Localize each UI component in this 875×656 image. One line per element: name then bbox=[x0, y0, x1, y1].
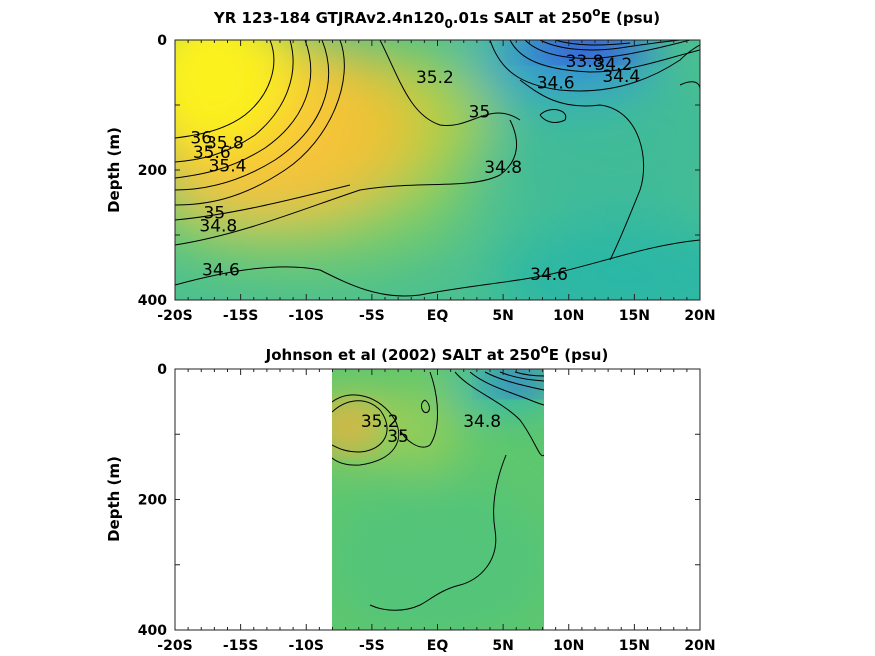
x-tick-label: -20S bbox=[157, 308, 192, 324]
x-tick-label: EQ bbox=[427, 308, 449, 324]
contour-label: 35.6 bbox=[193, 143, 231, 163]
x-tick-label: 20N bbox=[684, 638, 715, 654]
x-tick-label: 15N bbox=[619, 308, 650, 324]
contour-label: 36 bbox=[190, 129, 212, 149]
y-tick-label: 400 bbox=[138, 623, 167, 639]
contour-label: 35 bbox=[469, 103, 491, 123]
contour-label: 34.6 bbox=[530, 265, 568, 285]
contour-label: 34.8 bbox=[484, 158, 522, 178]
y-axis-label-2: Depth (m) bbox=[105, 456, 123, 542]
contour-label: 34.6 bbox=[202, 260, 240, 280]
x-tick-label: 5N bbox=[492, 308, 513, 324]
contour-label: 35 bbox=[204, 203, 226, 223]
chart-title-1: YR 123-184 GTJRAv2.4n1200.01s SALT at 25… bbox=[213, 5, 660, 31]
title-1-subscript: 0 bbox=[444, 17, 452, 31]
contour-label: 35.2 bbox=[416, 68, 454, 88]
salinity-field-2 bbox=[332, 369, 544, 630]
y-tick-labels-2: 0 200 400 bbox=[138, 362, 167, 639]
contour-label: 34.2 bbox=[594, 55, 632, 75]
contour-lines-1 bbox=[175, 40, 700, 297]
x-tick-label: -15S bbox=[223, 638, 258, 654]
x-tick-label: -10S bbox=[289, 308, 324, 324]
x-tick-labels-2: -20S -15S -10S -5S EQ 5N 10N 15N 20N bbox=[157, 638, 715, 654]
contour-lines-2 bbox=[332, 371, 544, 611]
x-tick-label: -20S bbox=[157, 638, 192, 654]
contour-label: 34.6 bbox=[537, 73, 575, 93]
chart-title-2: Johnson et al (2002) SALT at 250oE (psu) bbox=[265, 342, 609, 364]
salinity-field-1 bbox=[175, 40, 700, 300]
x-tick-label: -15S bbox=[223, 308, 258, 324]
y-tick-labels-1: 0 200 400 bbox=[138, 33, 167, 309]
x-tick-label: 10N bbox=[553, 638, 584, 654]
x-tick-label: 15N bbox=[619, 638, 650, 654]
contour-label: 33.8 bbox=[566, 52, 604, 72]
x-tick-label: 20N bbox=[684, 308, 715, 324]
title-1-part-c: E (psu) bbox=[601, 9, 661, 27]
y-tick-label: 200 bbox=[138, 163, 167, 179]
contour-labels-2: 35.235 34.8 bbox=[361, 412, 501, 447]
y-tick-label: 400 bbox=[138, 293, 167, 309]
title-2-superscript: o bbox=[541, 342, 549, 356]
y-tick-label: 0 bbox=[157, 33, 167, 49]
title-2-part-a: Johnson et al (2002) SALT at 250 bbox=[265, 346, 541, 364]
contour-label: 35.2 bbox=[361, 412, 399, 432]
y-tick-label: 200 bbox=[138, 493, 167, 509]
contour-label: 35.8 bbox=[206, 134, 244, 154]
tick-marks-2 bbox=[174, 368, 701, 631]
x-tick-label: -5S bbox=[359, 308, 385, 324]
y-axis-label-1: Depth (m) bbox=[105, 127, 123, 213]
title-1-part-a: YR 123-184 GTJRAv2.4n120 bbox=[213, 9, 445, 27]
contour-label: 35.4 bbox=[209, 156, 247, 176]
contour-label: 34.8 bbox=[199, 216, 237, 236]
x-tick-labels-1: -20S -15S -10S -5S EQ 5N 10N 15N 20N bbox=[157, 308, 715, 324]
title-2-part-b: E (psu) bbox=[549, 346, 609, 364]
tick-marks-1 bbox=[174, 39, 701, 301]
x-tick-label: -10S bbox=[289, 638, 324, 654]
x-tick-label: -5S bbox=[359, 638, 385, 654]
x-tick-label: 10N bbox=[553, 308, 584, 324]
contour-label: 34.4 bbox=[602, 67, 640, 87]
title-1-part-b: .01s SALT at 250 bbox=[453, 9, 593, 27]
contour-label: 34.8 bbox=[463, 412, 501, 432]
contour-label: 35 bbox=[387, 427, 409, 447]
panel-1: YR 123-184 GTJRAv2.4n1200.01s SALT at 25… bbox=[105, 5, 716, 324]
x-tick-label: EQ bbox=[427, 638, 449, 654]
x-tick-label: 5N bbox=[492, 638, 513, 654]
title-1-superscript: o bbox=[592, 5, 600, 19]
panel-2: Johnson et al (2002) SALT at 250oE (psu) bbox=[105, 342, 716, 654]
y-tick-label: 0 bbox=[157, 362, 167, 378]
